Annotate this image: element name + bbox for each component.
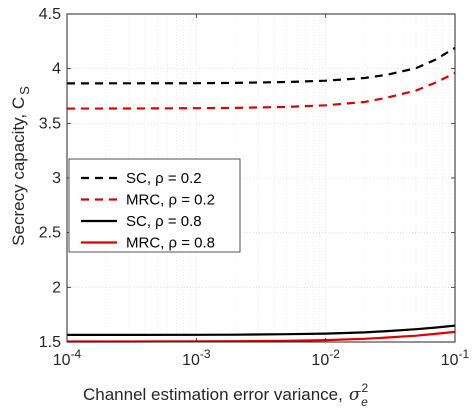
x-tick-label: 10-3 — [182, 347, 211, 369]
x-tick-label: 10-2 — [311, 347, 340, 369]
y-tick-label: 2.5 — [39, 225, 61, 242]
legend-label-4: MRC, ρ = 0.8 — [126, 235, 215, 252]
y-tick-label: 3.5 — [39, 115, 61, 132]
legend-label-2: MRC, ρ = 0.2 — [126, 192, 215, 209]
y-tick-label: 4 — [52, 61, 61, 78]
y-tick-label: 1.5 — [39, 334, 61, 351]
y-tick-label: 4.5 — [39, 6, 61, 23]
y-tick-label: 2 — [52, 279, 61, 296]
legend: SC, ρ = 0.2 MRC, ρ = 0.2 SC, ρ = 0.8 MRC, ρ… — [68, 158, 241, 253]
series-line-4 — [67, 330, 456, 343]
series-line-3 — [67, 324, 456, 336]
grid — [67, 14, 455, 342]
series-line-1 — [66, 46, 456, 85]
legend-label-1: SC, ρ = 0.2 — [126, 170, 202, 187]
x-tick-label: 10-4 — [53, 347, 82, 369]
legend-box — [68, 158, 241, 253]
legend-label-3: SC, ρ = 0.8 — [126, 213, 202, 230]
y-axis-label: Secrecy capacity, CS — [9, 86, 32, 246]
series-line-2 — [66, 72, 456, 110]
axis-ticks: 1.5 2 2.5 3 3.5 4 4.5 10-4 10-3 10-2 10-1 — [39, 6, 470, 369]
x-axis-label: Channel estimation error variance, σ2 e — [83, 381, 368, 409]
x-tick-label: 10-1 — [441, 347, 470, 369]
y-tick-label: 3 — [52, 170, 61, 187]
